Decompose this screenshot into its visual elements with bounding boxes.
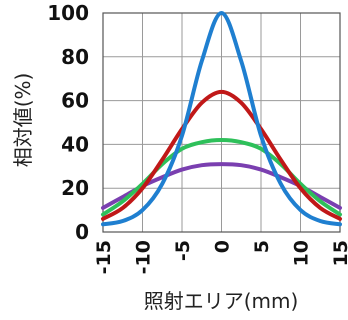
y-tick-label: 80: [61, 45, 89, 69]
series-line-1: [101, 11, 342, 227]
x-tick-label: -10: [133, 240, 155, 274]
x-axis-label: 照射エリア(mm): [144, 289, 299, 313]
y-axis-label: 相対値(%): [11, 73, 35, 168]
y-tick-label: 100: [47, 1, 89, 25]
x-tick-label: 15: [330, 240, 348, 266]
y-tick-label: 0: [75, 220, 89, 244]
y-tick-label: 60: [61, 89, 89, 113]
y-tick-label: 40: [61, 132, 89, 156]
x-tick-label: 5: [251, 240, 273, 253]
plot-area: [102, 12, 341, 233]
series-line-2: [101, 89, 342, 221]
x-tick-label: 10: [291, 240, 313, 266]
series-line-3: [101, 138, 342, 217]
x-tick-label: -5: [172, 240, 194, 261]
x-tick-label: -15: [93, 240, 115, 274]
x-tick-label: 0: [212, 240, 234, 253]
series-group: [101, 11, 342, 227]
x-ticks: -15 -10 -5 0 5 10 15: [93, 240, 348, 274]
y-ticks: 0 20 40 60 80 100: [47, 1, 89, 244]
y-tick-label: 20: [61, 176, 89, 200]
